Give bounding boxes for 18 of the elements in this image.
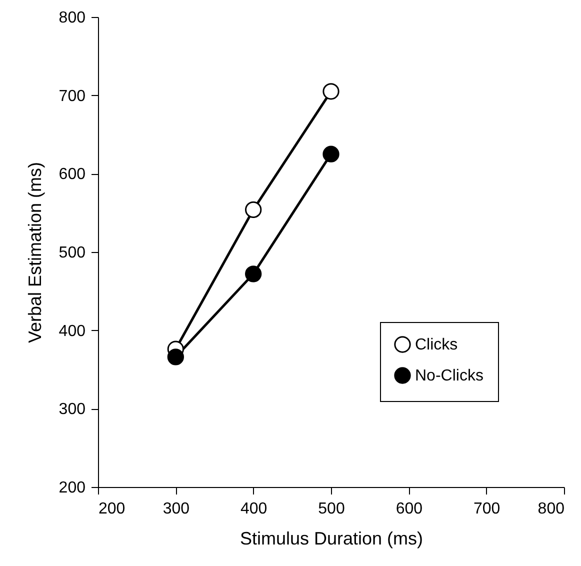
x-tick-label: 800 (538, 500, 565, 518)
y-tick-label: 400 (58, 322, 86, 340)
y-tick-label: 300 (58, 401, 86, 418)
x-tick-label: 200 (98, 500, 126, 518)
x-axis-title: Stimulus Duration (ms) (240, 528, 424, 548)
y-axis-title: Verbal Estimation (ms) (24, 162, 45, 344)
legend-label: Clicks (415, 336, 458, 354)
x-tick-label: 600 (396, 500, 423, 518)
legend-label: No-Clicks (415, 368, 484, 384)
x-tick-label: 500 (318, 500, 345, 518)
y-tick-label: 200 (58, 480, 86, 496)
y-tick-label: 700 (58, 88, 86, 105)
x-tick-label: 700 (473, 500, 500, 518)
x-tick-label: 300 (162, 500, 190, 518)
y-tick-label: 600 (58, 166, 86, 184)
x-tick-label: 400 (240, 500, 268, 518)
y-tick-label: 500 (58, 244, 86, 262)
y-tick-label: 800 (58, 10, 86, 26)
